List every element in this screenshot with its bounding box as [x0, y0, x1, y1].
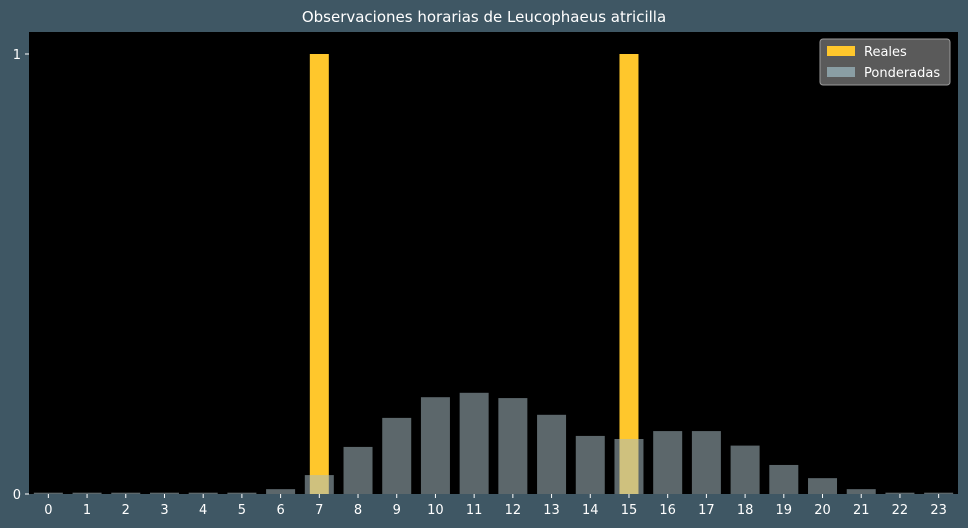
bar-ponderadas-5: [227, 492, 257, 494]
chart-title: Observaciones horarias de Leucophaeus at…: [301, 8, 667, 26]
y-tick-label-0: 0: [13, 488, 21, 503]
x-tick-label-17: 17: [698, 503, 715, 518]
bar-ponderadas-8: [343, 446, 373, 494]
legend-label-ponderadas: Ponderadas: [864, 66, 940, 81]
legend-swatch-reales: [827, 46, 855, 56]
bar-ponderadas-14: [575, 435, 605, 494]
x-tick-label-11: 11: [466, 503, 483, 518]
bar-ponderadas-1: [72, 492, 102, 494]
legend-label-reales: Reales: [864, 45, 907, 60]
x-tick-label-16: 16: [659, 503, 676, 518]
x-tick-label-8: 8: [354, 503, 362, 518]
x-tick-label-22: 22: [892, 503, 909, 518]
bar-ponderadas-3: [149, 492, 179, 494]
bar-ponderadas-16: [653, 431, 683, 494]
bar-ponderadas-18: [730, 445, 760, 494]
bar-ponderadas-12: [498, 398, 528, 494]
x-tick-label-6: 6: [276, 503, 284, 518]
x-tick-label-10: 10: [427, 503, 444, 518]
x-tick-label-5: 5: [238, 503, 246, 518]
bar-ponderadas-10: [420, 397, 450, 494]
bar-ponderadas-7: [304, 475, 334, 494]
legend: Reales Ponderadas: [819, 38, 951, 86]
bars-reales: [309, 54, 639, 494]
bar-ponderadas-15: [614, 439, 644, 494]
y-tick-label-1: 1: [13, 48, 21, 63]
bar-ponderadas-11: [459, 392, 489, 494]
x-tick-label-19: 19: [776, 503, 793, 518]
x-tick-label-2: 2: [122, 503, 130, 518]
bar-ponderadas-0: [33, 492, 63, 494]
x-tick-label-7: 7: [315, 503, 323, 518]
x-tick-label-1: 1: [83, 503, 91, 518]
bar-ponderadas-22: [885, 492, 915, 494]
x-tick-label-13: 13: [543, 503, 560, 518]
bar-ponderadas-9: [382, 417, 412, 494]
x-axis: 0 1 2 3 4 5 6 7 8 9 10 11 12 13 14 15 16 17 18 19 20 21 22 23: [44, 494, 947, 518]
plot-area: [29, 32, 958, 494]
x-tick-label-18: 18: [737, 503, 754, 518]
x-tick-label-23: 23: [930, 503, 947, 518]
bar-ponderadas-19: [769, 464, 799, 494]
bar-ponderadas-6: [266, 489, 296, 494]
legend-swatch-ponderadas: [827, 67, 855, 77]
x-tick-label-3: 3: [160, 503, 168, 518]
x-tick-label-21: 21: [853, 503, 870, 518]
bar-ponderadas-21: [846, 489, 876, 494]
x-tick-label-14: 14: [582, 503, 599, 518]
x-tick-label-12: 12: [505, 503, 522, 518]
bar-reales-7: [309, 54, 329, 494]
bar-ponderadas-20: [808, 478, 838, 494]
bar-ponderadas-4: [188, 492, 218, 494]
bar-reales-15: [619, 54, 639, 494]
bars-ponderadas: [33, 392, 954, 494]
bar-ponderadas-17: [691, 431, 721, 494]
x-tick-label-0: 0: [44, 503, 52, 518]
bar-ponderadas-23: [924, 492, 954, 494]
x-tick-label-4: 4: [199, 503, 207, 518]
x-tick-label-9: 9: [393, 503, 401, 518]
x-tick-label-20: 20: [814, 503, 831, 518]
bar-ponderadas-2: [111, 492, 141, 494]
y-axis: 01: [13, 48, 29, 503]
x-tick-label-15: 15: [621, 503, 638, 518]
bar-ponderadas-13: [537, 414, 567, 494]
